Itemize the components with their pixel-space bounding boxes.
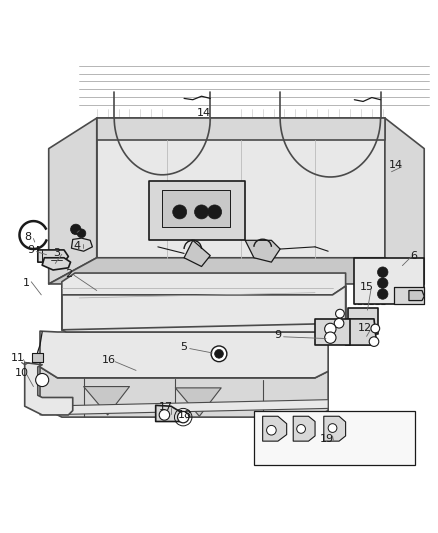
Text: 8: 8 bbox=[24, 232, 32, 242]
Text: 5: 5 bbox=[180, 342, 187, 352]
Text: 19: 19 bbox=[320, 434, 334, 444]
Text: 11: 11 bbox=[11, 353, 25, 363]
Polygon shape bbox=[409, 290, 424, 301]
Circle shape bbox=[371, 324, 380, 333]
Polygon shape bbox=[293, 416, 315, 441]
Polygon shape bbox=[25, 362, 73, 415]
Polygon shape bbox=[394, 287, 424, 304]
Circle shape bbox=[194, 205, 208, 219]
Circle shape bbox=[328, 424, 337, 432]
Text: 4: 4 bbox=[74, 240, 81, 251]
Circle shape bbox=[211, 346, 227, 362]
Polygon shape bbox=[263, 416, 287, 441]
Text: 6: 6 bbox=[410, 251, 417, 261]
Polygon shape bbox=[97, 118, 385, 140]
Circle shape bbox=[325, 323, 336, 335]
Circle shape bbox=[334, 318, 344, 328]
Circle shape bbox=[267, 425, 276, 435]
Polygon shape bbox=[348, 308, 378, 334]
Circle shape bbox=[71, 224, 81, 235]
Polygon shape bbox=[354, 258, 424, 304]
Text: 2: 2 bbox=[65, 269, 72, 279]
Text: 16: 16 bbox=[102, 356, 116, 365]
Circle shape bbox=[378, 278, 388, 288]
Circle shape bbox=[378, 289, 388, 299]
Polygon shape bbox=[175, 388, 221, 416]
Polygon shape bbox=[315, 319, 350, 345]
Text: 1: 1 bbox=[22, 278, 29, 288]
Polygon shape bbox=[40, 367, 328, 417]
Text: 9: 9 bbox=[27, 245, 34, 255]
Polygon shape bbox=[385, 118, 424, 284]
Circle shape bbox=[369, 337, 379, 346]
Circle shape bbox=[173, 205, 187, 219]
Polygon shape bbox=[49, 118, 97, 284]
Polygon shape bbox=[324, 416, 346, 441]
Circle shape bbox=[325, 332, 336, 343]
Text: 18: 18 bbox=[178, 410, 192, 420]
Text: 14: 14 bbox=[389, 160, 403, 170]
Polygon shape bbox=[184, 240, 210, 266]
Polygon shape bbox=[162, 190, 230, 227]
Text: 15: 15 bbox=[360, 282, 374, 293]
Circle shape bbox=[159, 410, 170, 420]
Circle shape bbox=[177, 411, 189, 423]
Text: 9: 9 bbox=[274, 330, 282, 341]
Circle shape bbox=[35, 374, 49, 386]
Circle shape bbox=[77, 229, 86, 238]
Text: 17: 17 bbox=[159, 402, 173, 412]
Polygon shape bbox=[346, 319, 376, 345]
Polygon shape bbox=[155, 405, 182, 422]
Polygon shape bbox=[32, 353, 42, 362]
Polygon shape bbox=[97, 118, 385, 258]
Polygon shape bbox=[71, 238, 92, 251]
Polygon shape bbox=[42, 258, 71, 270]
Polygon shape bbox=[62, 273, 346, 295]
Polygon shape bbox=[149, 181, 245, 240]
Polygon shape bbox=[38, 247, 68, 262]
Circle shape bbox=[378, 267, 388, 277]
Text: 10: 10 bbox=[14, 368, 28, 378]
Text: 12: 12 bbox=[358, 322, 372, 333]
Circle shape bbox=[208, 205, 222, 219]
Circle shape bbox=[297, 425, 305, 433]
Circle shape bbox=[336, 309, 344, 318]
Polygon shape bbox=[49, 258, 424, 284]
Text: 7: 7 bbox=[69, 225, 76, 236]
Bar bbox=[254, 410, 416, 465]
Polygon shape bbox=[40, 331, 328, 378]
Polygon shape bbox=[40, 400, 328, 415]
Text: 3: 3 bbox=[53, 247, 60, 257]
Polygon shape bbox=[62, 286, 346, 332]
Text: 14: 14 bbox=[197, 108, 211, 118]
Polygon shape bbox=[84, 386, 130, 415]
Polygon shape bbox=[245, 240, 280, 262]
Circle shape bbox=[215, 350, 223, 358]
